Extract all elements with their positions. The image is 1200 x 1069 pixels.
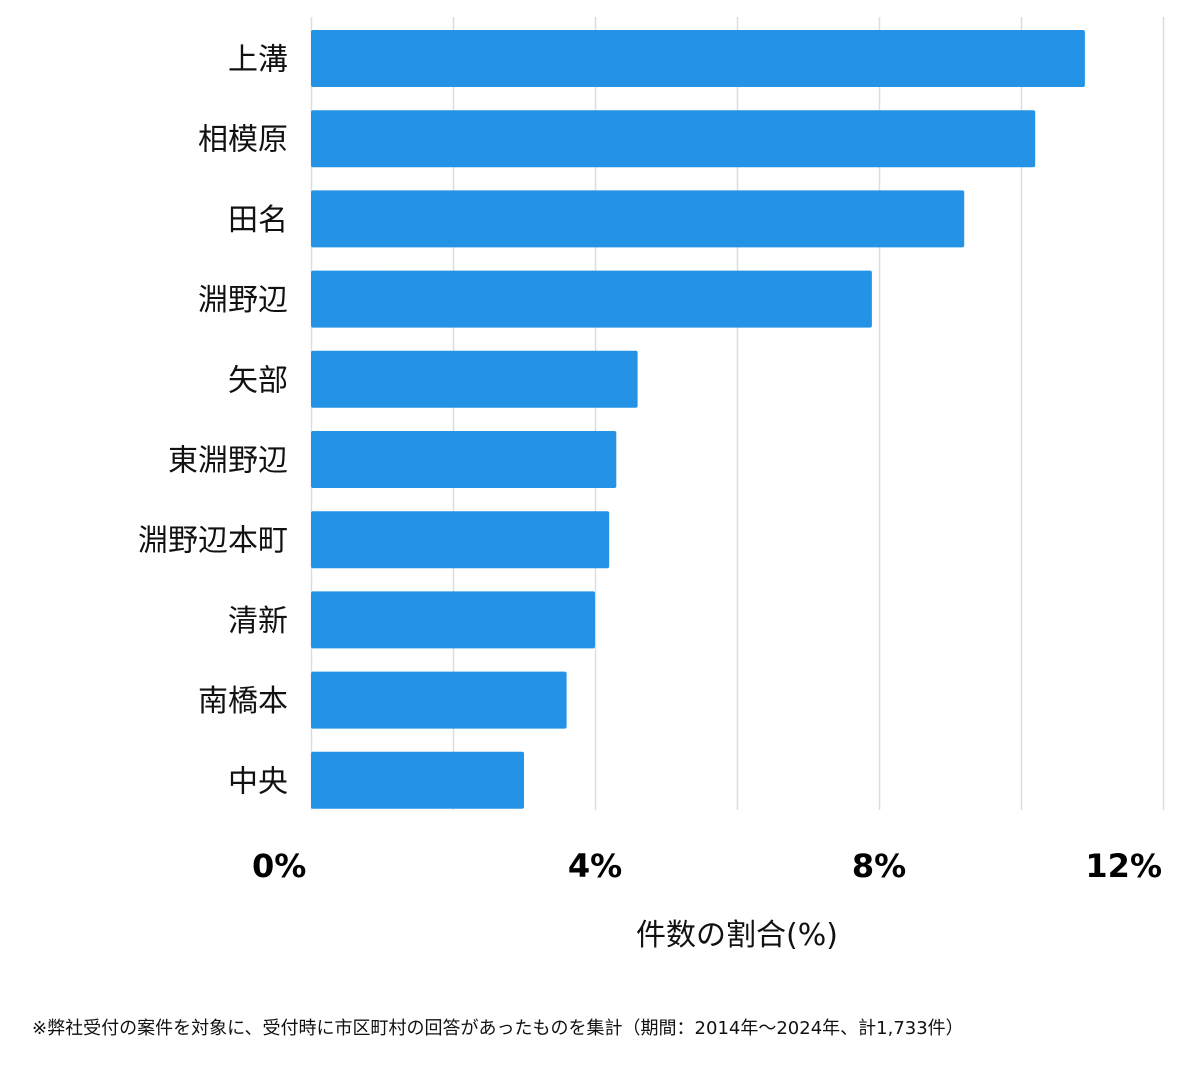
bar — [311, 751, 524, 809]
category-label: 清新 — [228, 604, 288, 639]
x-tick-label: 4% — [568, 847, 622, 885]
x-tick-label: 0% — [252, 847, 306, 885]
bars — [311, 30, 1085, 809]
bar — [311, 511, 610, 569]
bar — [311, 591, 595, 649]
x-axis-title: 件数の割合(%) — [636, 918, 838, 953]
category-label: 東淵野辺 — [168, 444, 288, 479]
x-tick-labels: 0% 4% 8% 12% — [252, 847, 1162, 885]
category-label: 田名 — [228, 203, 288, 238]
x-tick-label: 8% — [852, 847, 906, 885]
category-label: 相模原 — [198, 123, 288, 158]
category-label: 中央 — [228, 764, 288, 799]
bar — [311, 110, 1036, 168]
bar — [311, 350, 638, 408]
bar — [311, 270, 872, 328]
bar — [311, 30, 1085, 87]
category-label: 淵野辺本町 — [138, 524, 288, 559]
category-label: 淵野辺 — [198, 283, 288, 318]
bar — [311, 671, 567, 729]
category-label: 南橋本 — [198, 684, 288, 719]
category-label: 上溝 — [228, 43, 288, 78]
bar — [311, 431, 617, 488]
x-tick-label: 12% — [1085, 847, 1162, 885]
footnote: ※弊社受付の案件を対象に、受付時に市区町村の回答があったものを集計（期間：201… — [32, 1018, 964, 1039]
bar — [311, 190, 965, 248]
category-label: 矢部 — [228, 363, 288, 398]
